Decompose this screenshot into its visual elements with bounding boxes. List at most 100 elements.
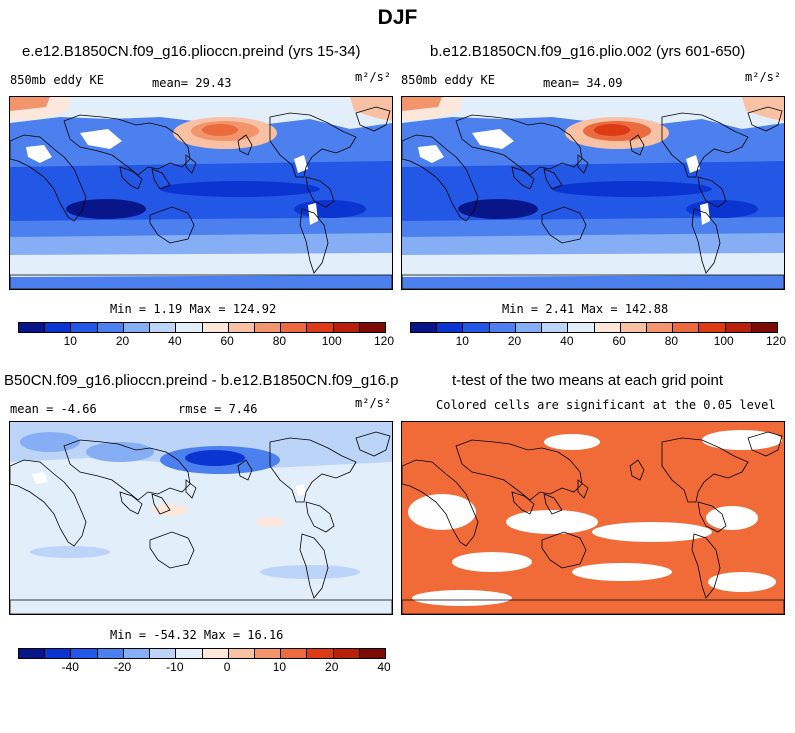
colorbar-swatch: [411, 323, 438, 332]
pacific-track-east: [742, 97, 784, 121]
panel1-title: e.e12.B1850CN.f09_g16.plioccn.preind (yr…: [22, 43, 361, 60]
pacific-decrease-core: [185, 450, 245, 466]
colorbar-swatch: [489, 323, 516, 332]
colorbar-tick-label: 40: [377, 660, 391, 674]
masked-terrain: [700, 203, 710, 225]
panel1-map: [9, 96, 393, 290]
panel2-map: [401, 96, 785, 290]
colorbar-swatch: [307, 323, 334, 332]
panel2-colorbar: [410, 322, 778, 333]
colorbar-swatch: [699, 323, 726, 332]
panel1-units: m²/s²: [355, 70, 392, 84]
masked-terrain: [26, 145, 52, 163]
panel3-colorbar: [18, 648, 386, 659]
colorbar-tick-label: -20: [113, 660, 132, 674]
north-band: [10, 97, 392, 129]
pacific-storm-track-peak: [594, 124, 630, 136]
colorbar-tick-label: 120: [373, 334, 395, 348]
not-significant: [544, 434, 600, 450]
colorbar-swatch: [359, 323, 386, 332]
colorbar-swatch: [437, 323, 464, 332]
panel3-rmse: rmse = 7.46: [178, 402, 258, 416]
colorbar-swatch: [150, 649, 177, 658]
colorbar-tick-label: 40: [168, 334, 182, 348]
difference-field: [10, 422, 392, 614]
masked-terrain: [296, 484, 306, 496]
coastlines: [10, 431, 392, 614]
colorbar-swatch: [19, 649, 46, 658]
colorbar-tick-label: 100: [321, 334, 342, 348]
colorbar-tick-label: 10: [63, 334, 77, 348]
colorbar-swatch: [123, 649, 151, 658]
masked-terrain: [294, 155, 308, 173]
eddy-ke-field: [402, 97, 784, 289]
masked-terrain: [308, 203, 318, 225]
panel3-mean: mean = -4.66: [10, 402, 97, 416]
indian-ocean-minimum: [458, 199, 538, 219]
atlantic-minimum: [294, 200, 366, 218]
colorbar-swatch: [594, 323, 621, 332]
colorbar-swatch: [620, 323, 647, 332]
colorbar-tick-label: 80: [664, 334, 679, 348]
atlantic-minimum: [686, 200, 758, 218]
colorbar-swatch: [359, 649, 386, 658]
masked-terrain: [472, 129, 514, 149]
southern-high: [10, 253, 392, 277]
panel2-title: b.e12.B1850CN.f09_g16.plio.002 (yrs 601-…: [430, 43, 746, 60]
pacific-storm-track-peak: [202, 124, 238, 136]
colorbar-swatch: [202, 323, 229, 332]
colorbar-swatch: [254, 323, 282, 332]
not-significant: [702, 430, 782, 450]
southern-track: [402, 233, 784, 259]
not-significant: [592, 522, 712, 542]
panel3-map: [9, 421, 393, 615]
north-band: [402, 97, 784, 129]
masked-terrain: [80, 129, 122, 149]
not-significant: [708, 572, 776, 592]
not-significant: [506, 510, 598, 534]
south-negative: [30, 546, 110, 558]
panel4-title: t-test of the two means at each grid poi…: [452, 372, 723, 389]
panel2-minmax: Min = 2.41 Max = 142.88: [502, 302, 669, 316]
colorbar-swatch: [542, 323, 569, 332]
colorbar-swatch: [45, 323, 72, 332]
pacific-minimum: [552, 181, 712, 197]
coastlines: [402, 106, 784, 289]
panel4-subtitle: Colored cells are significant at the 0.0…: [436, 398, 776, 412]
colorbar-swatch: [463, 323, 490, 332]
colorbar-swatch: [568, 323, 595, 332]
masked-terrain: [418, 145, 444, 163]
panel1-mean: mean= 29.43: [152, 76, 232, 90]
colorbar-swatch: [751, 323, 778, 332]
colorbar-tick-label: 20: [325, 660, 339, 674]
panel1-minmax: Min = 1.19 Max = 124.92: [110, 302, 277, 316]
colorbar-swatch: [725, 323, 752, 332]
colorbar-tick-label: 120: [765, 334, 787, 348]
panel1-colorbar: [18, 322, 386, 333]
panel3-minmax: Min = -54.32 Max = 16.16: [110, 628, 284, 642]
not-significant: [452, 552, 532, 572]
significance-field: [402, 422, 784, 614]
colorbar-tick-label: 40: [560, 334, 574, 348]
colorbar-swatch: [254, 649, 282, 658]
atlantic-track-core: [402, 97, 442, 111]
colorbar-swatch: [176, 649, 203, 658]
colorbar-tick-label: 10: [455, 334, 469, 348]
panel2-mean: mean= 34.09: [543, 76, 623, 90]
southern-high: [402, 253, 784, 277]
atlantic-decrease: [20, 432, 80, 452]
pacific-minimum: [160, 181, 320, 197]
masked-terrain: [32, 472, 48, 484]
colorbar-swatch: [515, 323, 543, 332]
not-significant: [412, 590, 512, 606]
colorbar-tick-label: 20: [507, 334, 522, 348]
panel1-field-label: 850mb eddy KE: [10, 73, 104, 87]
positive-patch: [256, 517, 284, 527]
colorbar-swatch: [123, 323, 151, 332]
eurasia-decrease: [86, 442, 154, 462]
masked-terrain: [686, 155, 700, 173]
coastlines: [10, 106, 392, 289]
colorbar-swatch: [281, 649, 308, 658]
colorbar-swatch: [333, 649, 360, 658]
colorbar-tick-label: 100: [713, 334, 734, 348]
